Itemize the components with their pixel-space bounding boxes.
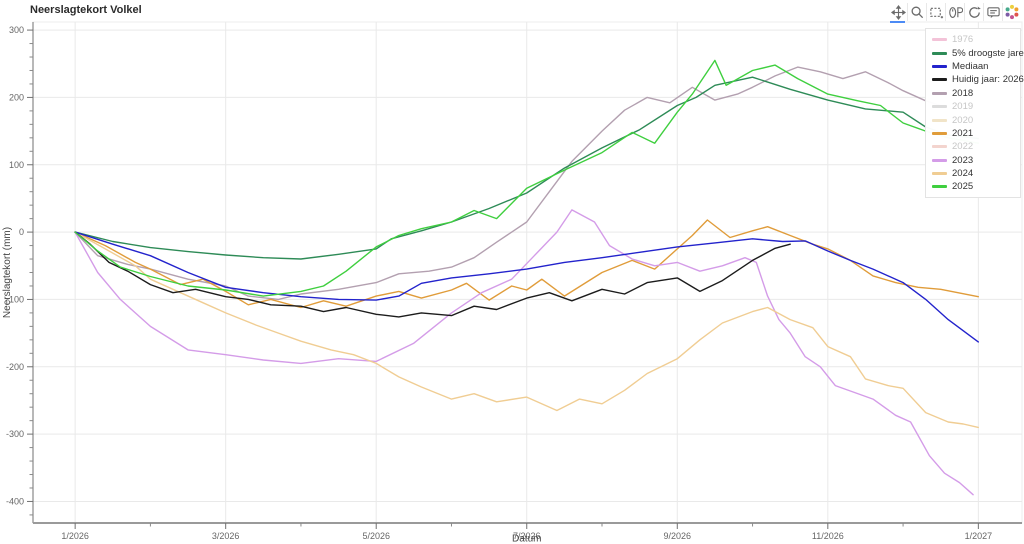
legend-swatch (932, 51, 947, 55)
legend-item[interactable]: 2024 (932, 167, 1020, 180)
series-line-2018 (74, 66, 942, 301)
y-tick-label: -200 (6, 362, 24, 372)
y-tick-label: 0 (19, 227, 24, 237)
legend-item[interactable]: Huidig jaar: 2026 (932, 73, 1024, 86)
legend-swatch (932, 118, 947, 122)
legend-label: 2019 (952, 101, 974, 113)
legend-label: 1976 (952, 34, 974, 46)
x-tick-label: 3/2026 (212, 531, 240, 541)
y-tick-label: 300 (9, 25, 24, 35)
series-line-huidig-jaar-2026 (74, 231, 791, 318)
x-tick-label: 1/2026 (61, 531, 89, 541)
box-select-icon[interactable] (927, 3, 946, 21)
legend-label: Huidig jaar: 2026 (952, 74, 1024, 86)
box-zoom-icon[interactable] (908, 3, 927, 21)
series-line-2023 (74, 209, 974, 496)
legend-swatch (932, 64, 947, 68)
y-tick-label: -300 (6, 429, 24, 439)
legend-item[interactable]: 2025 (932, 180, 1020, 193)
legend-label: Mediaan (952, 60, 989, 72)
legend-swatch (932, 38, 947, 42)
x-tick-label: 5/2026 (362, 531, 390, 541)
series-line-5-droogste-jaren (74, 76, 979, 260)
legend-label: 2023 (952, 154, 974, 166)
x-tick-label: 9/2026 (664, 531, 692, 541)
y-tick-label: 200 (9, 92, 24, 102)
legend-swatch (932, 145, 947, 149)
legend-item[interactable]: 5% droogste jaren (932, 46, 1024, 59)
legend-swatch (932, 105, 947, 109)
legend-item[interactable]: 1976 (932, 33, 1020, 46)
legend-item[interactable]: 2018 (932, 87, 1020, 100)
x-tick-label: 1/2027 (965, 531, 993, 541)
legend-label: 2025 (952, 181, 974, 193)
legend-swatch (932, 185, 947, 189)
legend-item[interactable]: 2022 (932, 140, 1020, 153)
series-line-2025 (74, 59, 979, 297)
series-line-mediaan (74, 231, 979, 343)
y-axis-label: Neerslagtekort (mm) (2, 227, 13, 318)
x-axis-label: Datum (512, 534, 541, 544)
hover-icon[interactable] (984, 3, 1003, 21)
legend: 1976 5% droogste jaren Mediaan Huidig jaar:… (925, 28, 1024, 198)
wheel-zoom-icon[interactable] (946, 3, 965, 21)
legend-item[interactable]: 2021 (932, 127, 1020, 140)
bokeh-logo-icon[interactable] (1003, 3, 1021, 21)
legend-swatch (932, 78, 947, 82)
pan-tool-icon[interactable] (889, 3, 908, 23)
legend-label: 2018 (952, 87, 974, 99)
y-tick-label: -100 (6, 294, 24, 304)
x-tick-label: 11/2026 (812, 531, 844, 541)
legend-label: 2024 (952, 168, 974, 180)
x-tick-label: 7/2026 (513, 531, 541, 541)
active-tool-indicator (890, 21, 905, 23)
legend-item[interactable]: Mediaan (932, 60, 1020, 73)
reset-icon[interactable] (965, 3, 984, 21)
legend-item[interactable]: 2019 (932, 100, 1020, 113)
legend-swatch (932, 158, 947, 162)
legend-label: 2020 (952, 114, 974, 126)
y-tick-label: 100 (9, 160, 24, 170)
y-tick-label: -400 (6, 496, 24, 506)
legend-swatch (932, 172, 947, 176)
legend-swatch (932, 91, 947, 95)
legend-item[interactable]: 2023 (932, 154, 1020, 167)
toolbar (889, 2, 1021, 23)
legend-label: 2021 (952, 127, 974, 139)
series-line-2024 (74, 231, 979, 429)
page-title: Neerslagtekort Volkel (30, 4, 142, 16)
legend-label: 5% droogste jaren (952, 47, 1024, 59)
legend-label: 2022 (952, 141, 974, 153)
legend-swatch (932, 131, 947, 135)
legend-item[interactable]: 2020 (932, 113, 1020, 126)
